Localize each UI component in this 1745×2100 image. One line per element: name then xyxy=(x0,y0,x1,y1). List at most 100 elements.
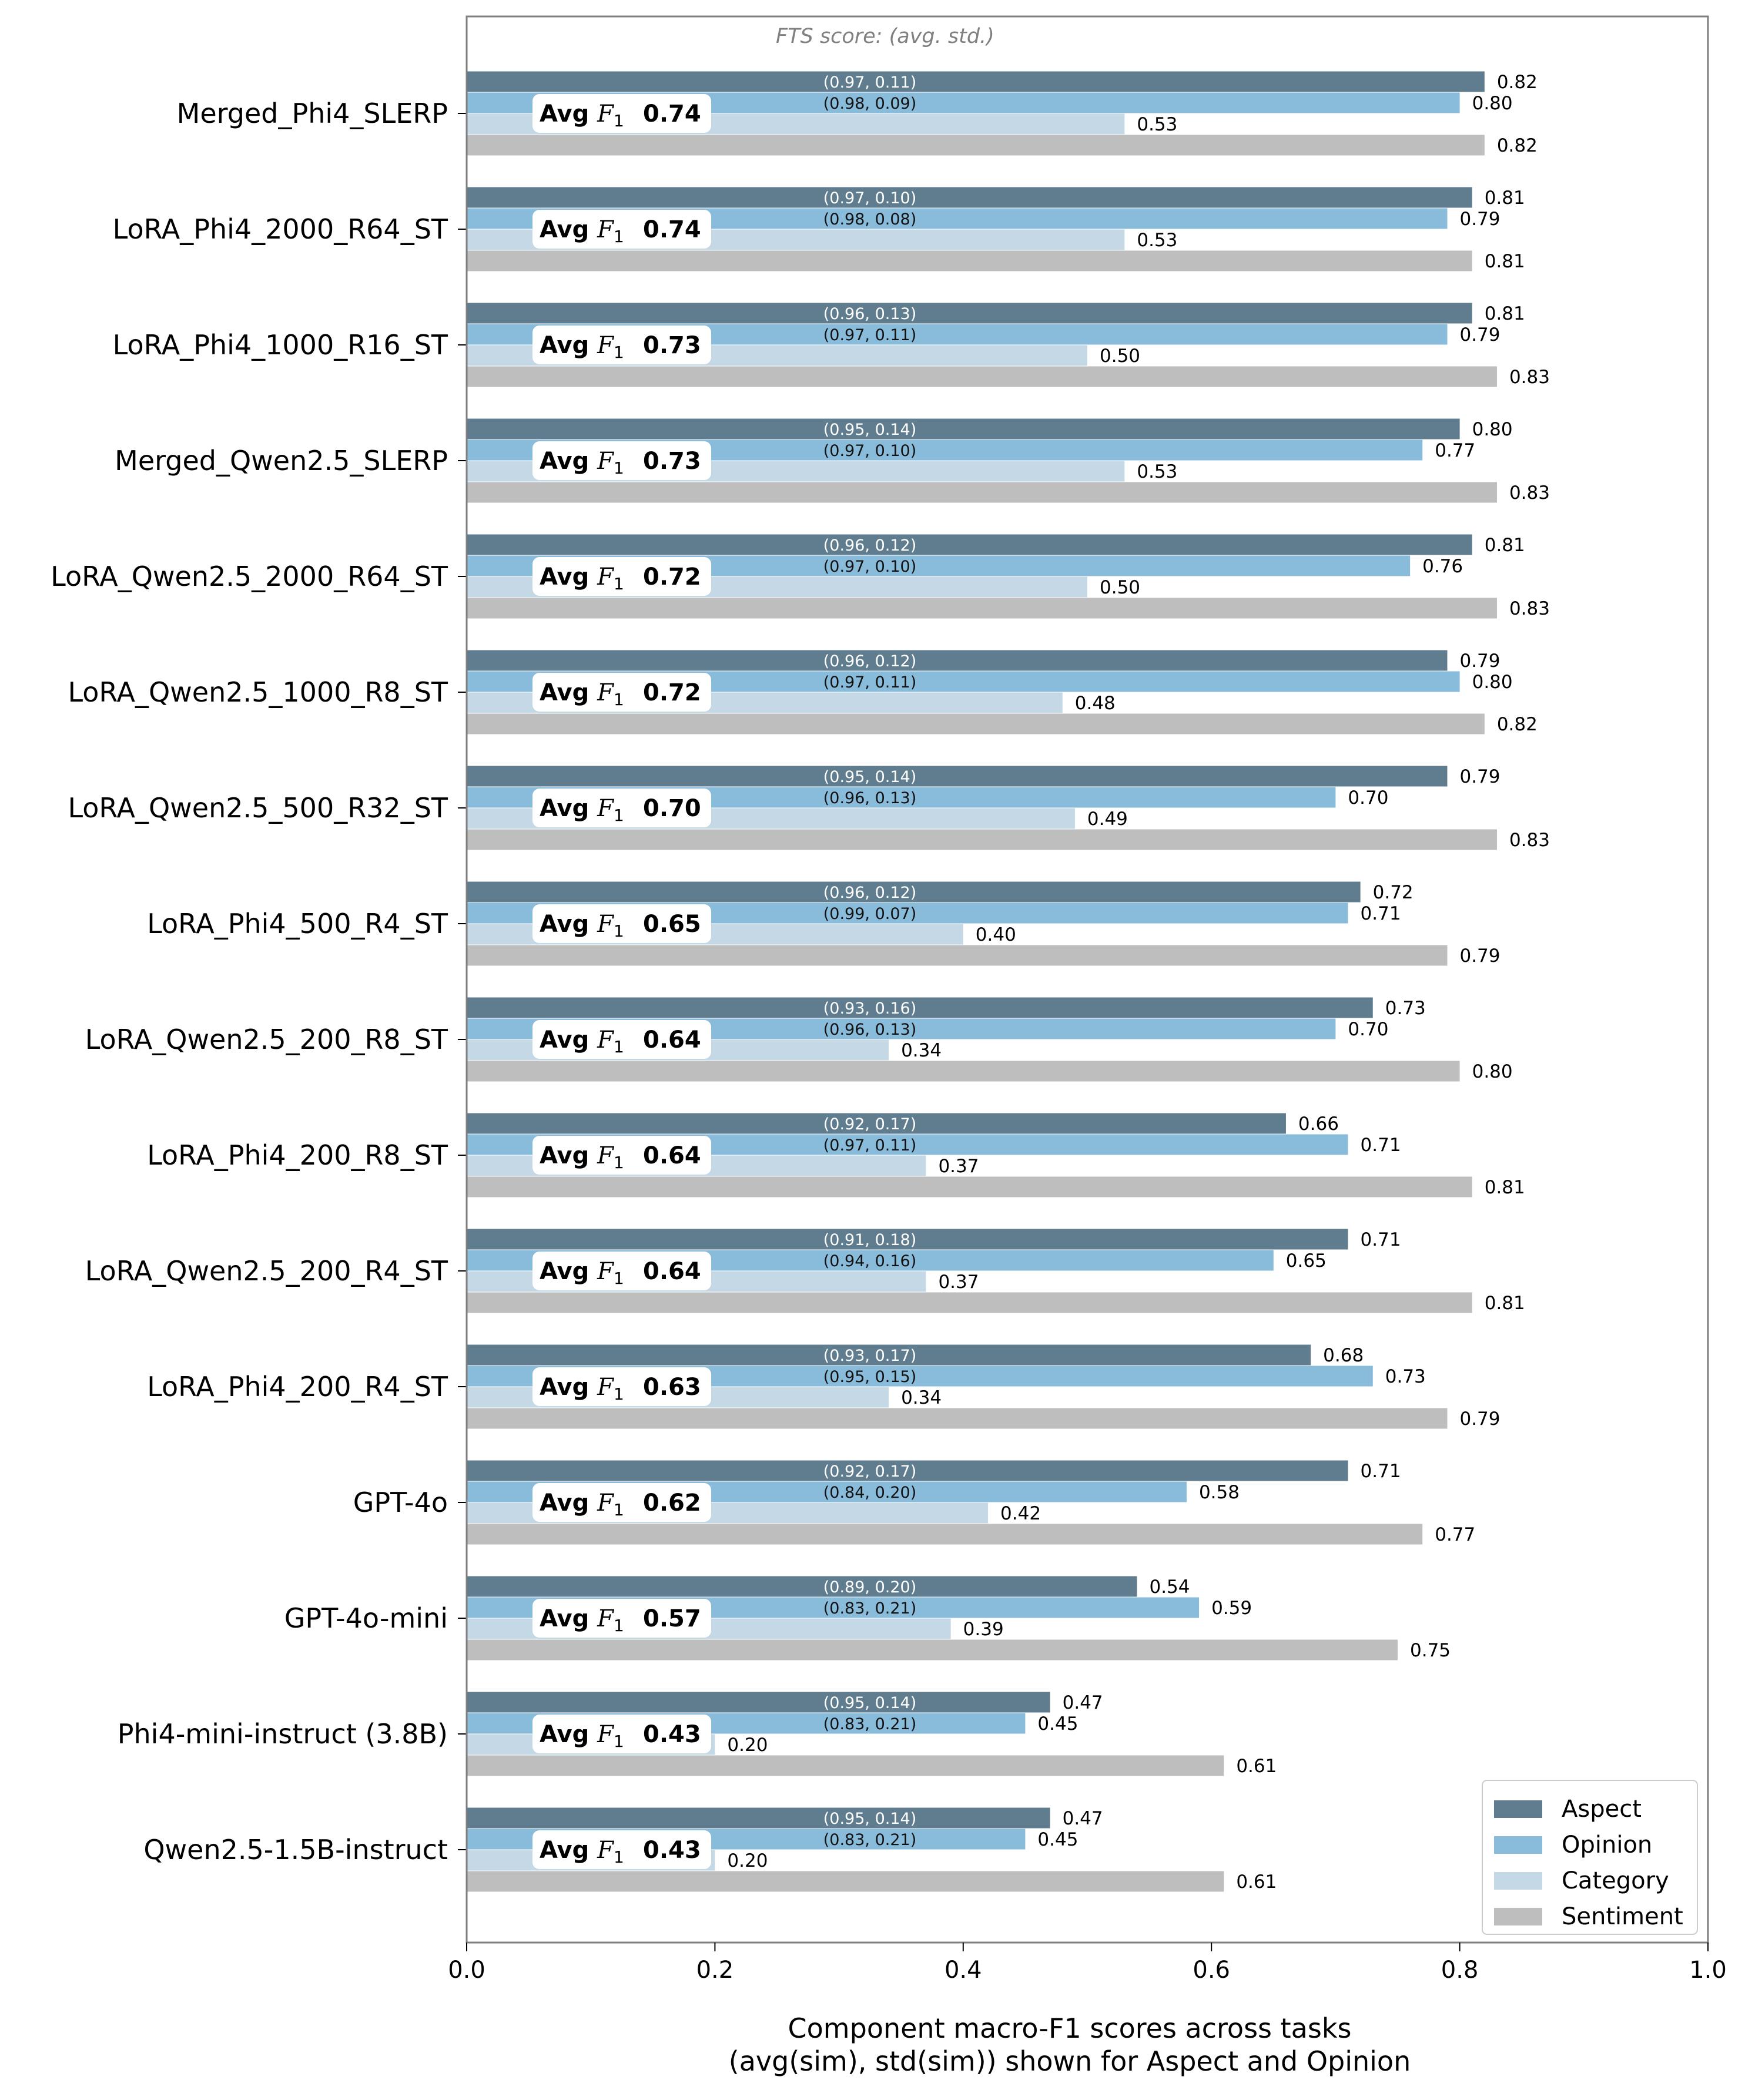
avg-f1-badge-merged-phi4-slerp: Avg F1 0.74 xyxy=(532,94,711,133)
axes-layer: Merged_Phi4_SLERP LoRA_Phi4_2000_R64_ST Lo… xyxy=(51,15,1727,2077)
y-tick-label-lora-qwen2-5-500-r32-st: LoRA_Qwen2.5_500_R32_ST xyxy=(68,792,448,824)
avg-f1-label: Avg F1 xyxy=(540,1721,624,1751)
avg-f1-label: Avg F1 xyxy=(540,1142,624,1172)
avg-f1-badge-lora-phi4-2000-r64-st: Avg F1 0.74 xyxy=(532,210,711,249)
x-tick-label-0.6: 0.6 xyxy=(1193,1957,1230,1984)
avg-f1-label: Avg F1 xyxy=(540,332,624,362)
value-label-lora-qwen2-5-200-r8-st-opinion: 0.70 xyxy=(1348,1019,1388,1040)
bar-lora-qwen2-5-200-r4-st-aspect xyxy=(467,1229,1348,1250)
value-label-lora-phi4-2000-r64-st-aspect: 0.81 xyxy=(1485,187,1525,209)
value-label-gpt-4o-mini-opinion: 0.59 xyxy=(1211,1598,1252,1619)
value-label-merged-qwen2-5-slerp-category: 0.53 xyxy=(1137,461,1177,482)
avg-f1-badge-gpt-4o: Avg F1 0.62 xyxy=(532,1483,711,1522)
y-tick-label-merged-qwen2-5-slerp: Merged_Qwen2.5_SLERP xyxy=(115,445,448,477)
avg-f1-value: 0.43 xyxy=(643,1837,701,1864)
value-label-lora-qwen2-5-2000-r64-st-aspect: 0.81 xyxy=(1485,535,1525,556)
fts-label-lora-qwen2-5-200-r8-st-opinion: (0.96, 0.13) xyxy=(823,1021,916,1039)
value-label-phi4-mini-instruct-3-8b--opinion: 0.45 xyxy=(1037,1713,1078,1735)
x-tick-label-1.0: 1.0 xyxy=(1689,1957,1727,1984)
avg-f1-badge-gpt-4o-mini: Avg F1 0.57 xyxy=(532,1599,711,1638)
avg-f1-value: 0.65 xyxy=(643,911,701,938)
fts-label-lora-qwen2-5-1000-r8-st-opinion: (0.97, 0.11) xyxy=(823,673,916,692)
avg-f1-value: 0.43 xyxy=(643,1721,701,1748)
bar-merged-qwen2-5-slerp-aspect xyxy=(467,418,1460,440)
value-label-lora-phi4-500-r4-st-opinion: 0.71 xyxy=(1361,903,1401,924)
bar-gpt-4o-mini-sentiment xyxy=(467,1639,1398,1660)
fts-label-phi4-mini-instruct-3-8b--opinion: (0.83, 0.21) xyxy=(823,1715,916,1733)
legend-label-category: Category xyxy=(1562,1867,1669,1894)
avg-f1-badge-merged-qwen2-5-slerp: Avg F1 0.73 xyxy=(532,441,711,480)
value-label-lora-qwen2-5-1000-r8-st-aspect: 0.79 xyxy=(1459,650,1500,672)
fts-label-phi4-mini-instruct-3-8b--aspect: (0.95, 0.14) xyxy=(823,1694,916,1712)
avg-f1-box xyxy=(532,789,711,827)
avg-f1-badge-lora-phi4-200-r8-st: Avg F1 0.64 xyxy=(532,1136,711,1175)
bar-lora-qwen2-5-2000-r64-st-aspect xyxy=(467,534,1472,555)
avg-f1-box xyxy=(532,1483,711,1522)
value-label-lora-qwen2-5-200-r4-st-sentiment: 0.81 xyxy=(1485,1293,1525,1314)
value-label-lora-phi4-200-r4-st-sentiment: 0.79 xyxy=(1459,1408,1500,1430)
value-label-lora-qwen2-5-2000-r64-st-sentiment: 0.83 xyxy=(1509,598,1550,619)
y-tick-label-lora-qwen2-5-200-r8-st: LoRA_Qwen2.5_200_R8_ST xyxy=(85,1024,448,1055)
y-tick-label-lora-qwen2-5-1000-r8-st: LoRA_Qwen2.5_1000_R8_ST xyxy=(68,676,448,708)
avg-f1-label: Avg F1 xyxy=(540,100,624,130)
legend-swatch-opinion xyxy=(1494,1836,1542,1854)
avg-f1-badge-lora-qwen2-5-2000-r64-st: Avg F1 0.72 xyxy=(532,557,711,596)
fts-label-lora-qwen2-5-500-r32-st-opinion: (0.96, 0.13) xyxy=(823,789,916,807)
bar-gpt-4o-mini-aspect xyxy=(467,1576,1137,1597)
y-tick-label-lora-phi4-500-r4-st: LoRA_Phi4_500_R4_ST xyxy=(147,908,448,940)
bar-lora-qwen2-5-1000-r8-st-sentiment xyxy=(467,713,1485,734)
y-tick-label-lora-phi4-200-r8-st: LoRA_Phi4_200_R8_ST xyxy=(147,1139,448,1171)
value-label-lora-qwen2-5-500-r32-st-aspect: 0.79 xyxy=(1459,766,1500,787)
avg-f1-box xyxy=(532,1830,711,1869)
bar-lora-qwen2-5-1000-r8-st-aspect xyxy=(467,650,1448,671)
legend-label-aspect: Aspect xyxy=(1562,1796,1642,1823)
bar-lora-qwen2-5-500-r32-st-sentiment xyxy=(467,829,1497,850)
bar-lora-phi4-500-r4-st-sentiment xyxy=(467,945,1448,966)
value-label-lora-phi4-1000-r16-st-opinion: 0.79 xyxy=(1459,324,1500,345)
fts-label-lora-phi4-200-r8-st-opinion: (0.97, 0.11) xyxy=(823,1136,916,1155)
y-tick-label-phi4-mini-instruct-3-8b-: Phi4-mini-instruct (3.8B) xyxy=(118,1718,448,1750)
avg-f1-badge-lora-phi4-200-r4-st: Avg F1 0.63 xyxy=(532,1367,711,1406)
value-label-lora-phi4-200-r4-st-category: 0.34 xyxy=(901,1387,942,1408)
avg-f1-badge-lora-phi4-1000-r16-st: Avg F1 0.73 xyxy=(532,326,711,364)
y-tick-label-lora-qwen2-5-200-r4-st: LoRA_Qwen2.5_200_R4_ST xyxy=(85,1255,448,1287)
avg-f1-box xyxy=(532,904,711,943)
value-label-lora-qwen2-5-1000-r8-st-opinion: 0.80 xyxy=(1472,672,1513,693)
avg-f1-value: 0.64 xyxy=(643,1026,701,1054)
value-label-gpt-4o-mini-aspect: 0.54 xyxy=(1149,1576,1190,1598)
value-label-lora-phi4-2000-r64-st-category: 0.53 xyxy=(1137,230,1177,251)
avg-f1-label: Avg F1 xyxy=(540,1258,624,1288)
fts-label-lora-qwen2-5-2000-r64-st-opinion: (0.97, 0.10) xyxy=(823,558,916,576)
fts-label-lora-phi4-1000-r16-st-aspect: (0.96, 0.13) xyxy=(823,305,916,323)
x-axis-title-line-1: Component macro-F1 scores across tasks xyxy=(788,2012,1352,2044)
fts-label-lora-qwen2-5-2000-r64-st-aspect: (0.96, 0.12) xyxy=(823,536,916,555)
bar-lora-phi4-1000-r16-st-aspect xyxy=(467,303,1472,324)
fts-label-lora-phi4-2000-r64-st-opinion: (0.98, 0.08) xyxy=(823,210,916,229)
avg-f1-label: Avg F1 xyxy=(540,679,624,709)
value-label-merged-phi4-slerp-sentiment: 0.82 xyxy=(1497,135,1538,156)
fts-label-lora-phi4-200-r8-st-aspect: (0.92, 0.17) xyxy=(823,1115,916,1133)
avg-f1-label: Avg F1 xyxy=(540,1026,624,1056)
bar-lora-qwen2-5-200-r8-st-aspect xyxy=(467,997,1373,1018)
y-tick-label-lora-phi4-200-r4-st: LoRA_Phi4_200_R4_ST xyxy=(147,1371,448,1403)
value-label-lora-phi4-500-r4-st-sentiment: 0.79 xyxy=(1459,945,1500,967)
value-label-merged-phi4-slerp-opinion: 0.80 xyxy=(1472,93,1513,114)
avg-f1-box xyxy=(532,326,711,364)
value-label-lora-qwen2-5-500-r32-st-sentiment: 0.83 xyxy=(1509,830,1550,851)
legend-label-sentiment: Sentiment xyxy=(1562,1903,1683,1930)
value-label-lora-qwen2-5-200-r4-st-opinion: 0.65 xyxy=(1286,1250,1327,1272)
avg-f1-value: 0.74 xyxy=(643,100,701,128)
bar-lora-qwen2-5-200-r4-st-sentiment xyxy=(467,1292,1472,1313)
fts-label-gpt-4o-aspect: (0.92, 0.17) xyxy=(823,1462,916,1481)
value-label-lora-phi4-2000-r64-st-opinion: 0.79 xyxy=(1459,209,1500,230)
y-tick-label-merged-phi4-slerp: Merged_Phi4_SLERP xyxy=(177,98,448,129)
value-label-lora-phi4-1000-r16-st-category: 0.50 xyxy=(1100,345,1140,367)
fts-label-lora-qwen2-5-500-r32-st-aspect: (0.95, 0.14) xyxy=(823,768,916,786)
avg-f1-badge-lora-qwen2-5-200-r8-st: Avg F1 0.64 xyxy=(532,1020,711,1059)
avg-f1-badge-lora-phi4-500-r4-st: Avg F1 0.65 xyxy=(532,904,711,943)
value-label-lora-phi4-1000-r16-st-sentiment: 0.83 xyxy=(1509,367,1550,388)
value-label-lora-phi4-500-r4-st-category: 0.40 xyxy=(976,924,1016,945)
fts-label-lora-qwen2-5-200-r8-st-aspect: (0.93, 0.16) xyxy=(823,999,916,1018)
avg-f1-box xyxy=(532,1599,711,1638)
value-label-lora-qwen2-5-2000-r64-st-opinion: 0.76 xyxy=(1422,556,1463,577)
